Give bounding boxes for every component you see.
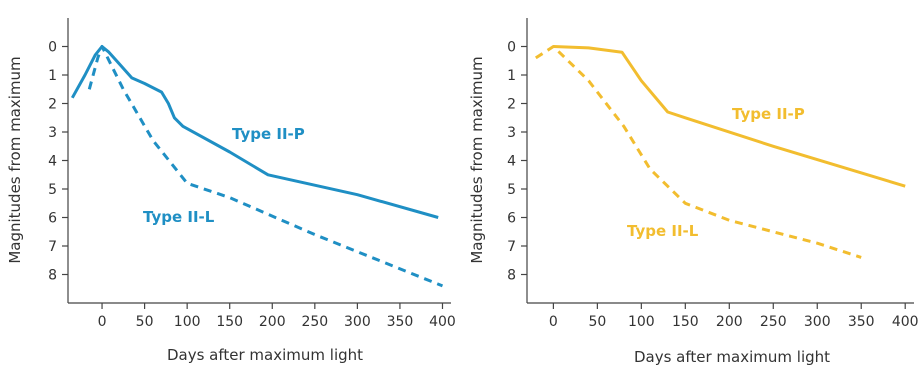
left-x-tick-label: 350 — [387, 314, 414, 330]
right-x-axis-label: Days after maximum light — [634, 348, 830, 366]
left-y-tick-label: 5 — [48, 182, 57, 198]
right-x-tick-label: 350 — [848, 314, 875, 330]
right-x-tick-label: 300 — [804, 314, 831, 330]
left-x-tick-label: 50 — [136, 314, 154, 330]
right-x-tick-label: 150 — [672, 314, 699, 330]
left-y-ticks: 0 1 2 3 4 5 6 7 8 — [48, 40, 68, 284]
right-x-tick-label: 400 — [892, 314, 919, 330]
left-x-ticks: 0 50 100 150 200 250 300 350 400 — [98, 303, 456, 330]
left-y-tick-label: 4 — [48, 154, 57, 170]
right-y-tick-label: 7 — [507, 239, 516, 255]
right-y-tick-label: 0 — [507, 40, 516, 56]
left-x-tick-label: 150 — [216, 314, 243, 330]
right-y-ticks: 0 1 2 3 4 5 6 7 8 — [507, 40, 527, 284]
left-x-tick-label: 300 — [344, 314, 371, 330]
right-series-line-type-ii-p — [553, 45, 906, 188]
right-series-label-type-ii-l: Type II-L — [627, 222, 699, 240]
right-x-ticks: 0 50 100 150 200 250 300 350 400 — [549, 303, 919, 330]
left-y-tick-label: 3 — [48, 125, 57, 141]
right-y-tick-label: 3 — [507, 125, 516, 141]
left-x-tick-label: 100 — [174, 314, 201, 330]
left-y-tick-label: 1 — [48, 68, 57, 84]
left-series-label-type-ii-p: Type II-P — [232, 125, 305, 143]
right-x-tick-label: 200 — [716, 314, 743, 330]
left-y-tick-label: 6 — [48, 211, 57, 227]
right-series-label-type-ii-p: Type II-P — [732, 105, 805, 123]
right-y-tick-label: 4 — [507, 154, 516, 170]
left-x-tick-label: 0 — [98, 314, 107, 330]
left-x-axis-label: Days after maximum light — [167, 346, 363, 364]
left-y-tick-label: 8 — [48, 268, 57, 284]
right-chart: 0 1 2 3 4 5 6 7 8 0 50 100 150 200 250 300 350 400 Days … — [468, 18, 919, 366]
right-x-tick-label: 250 — [760, 314, 787, 330]
right-y-axis-label: Magnitudes from maximum — [468, 56, 486, 263]
left-series — [70, 45, 444, 288]
right-x-tick-label: 50 — [588, 314, 606, 330]
right-y-tick-label: 8 — [507, 268, 516, 284]
left-series-line-type-ii-l — [87, 45, 444, 288]
left-x-tick-label: 200 — [259, 314, 286, 330]
left-y-tick-label: 7 — [48, 239, 57, 255]
left-series-line-type-ii-p — [70, 45, 439, 219]
right-x-tick-label: 0 — [549, 314, 558, 330]
right-x-tick-label: 100 — [628, 314, 655, 330]
right-y-tick-label: 6 — [507, 211, 516, 227]
left-chart: 0 1 2 3 4 5 6 7 8 0 50 100 150 200 250 300 350 400 Days … — [6, 18, 456, 364]
left-series-label-type-ii-l: Type II-L — [143, 208, 215, 226]
right-series-line-type-ii-l — [534, 45, 862, 259]
right-series — [534, 45, 906, 259]
right-y-tick-label: 5 — [507, 182, 516, 198]
left-x-tick-label: 400 — [429, 314, 456, 330]
right-y-tick-label: 1 — [507, 68, 516, 84]
right-y-tick-label: 2 — [507, 97, 516, 113]
left-y-axis-label: Magnitudes from maximum — [6, 56, 24, 263]
left-y-tick-label: 2 — [48, 97, 57, 113]
left-y-tick-label: 0 — [48, 40, 57, 56]
left-x-tick-label: 250 — [301, 314, 328, 330]
